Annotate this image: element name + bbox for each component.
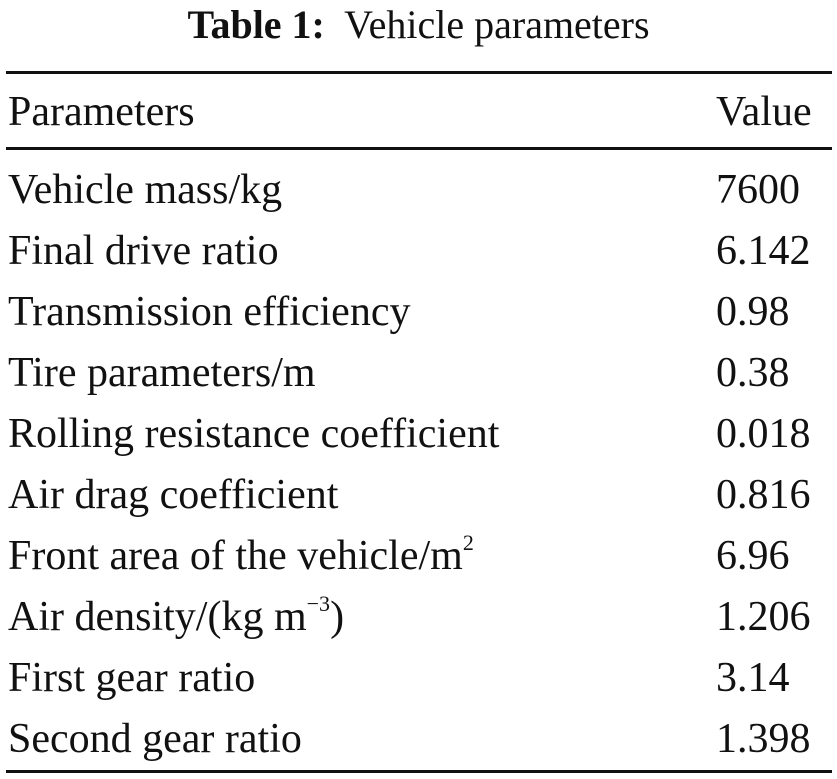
table-row: First gear ratio 3.14 [0,648,837,708]
row-parameter-superscript: 2 [462,530,474,555]
row-parameter: Transmission efficiency [8,289,411,335]
table-row: Vehicle mass/kg 7600 [0,160,837,220]
row-parameter-text: Front area of the vehicle/m [8,533,463,579]
row-parameter: Tire parameters/m [8,350,316,396]
table-row: Rolling resistance coefficient 0.018 [0,404,837,464]
table-caption: Table 1: Vehicle parameters [0,0,837,60]
row-parameter: Vehicle mass/kg [8,167,283,213]
row-value: 6.96 [716,533,790,579]
bottom-rule [6,770,832,773]
header-rule [6,147,832,150]
table-row: Front area of the vehicle/m2 6.96 [0,526,837,586]
row-value: 6.142 [716,228,811,274]
row-parameter: Rolling resistance coefficient [8,411,500,457]
header-value: Value [716,89,812,135]
table-row: Air drag coefficient 0.816 [0,465,837,525]
row-value: 0.816 [716,472,811,518]
row-parameter: Front area of the vehicle/m2 [8,526,474,586]
row-value: 0.38 [716,350,790,396]
row-parameter: Final drive ratio [8,228,279,274]
row-value: 1.206 [716,594,811,640]
table-row: Final drive ratio 6.142 [0,221,837,281]
top-rule [6,71,832,74]
row-value: 0.018 [716,411,811,457]
row-parameter-superscript: −3 [306,591,331,616]
row-value: 0.98 [716,289,790,335]
row-value: 3.14 [716,655,790,701]
header-parameters: Parameters [8,89,195,135]
row-parameter: Air drag coefficient [8,472,339,518]
row-parameter: First gear ratio [8,655,256,701]
row-value: 7600 [716,167,800,213]
row-value: 1.398 [716,716,811,762]
row-parameter: Second gear ratio [8,716,302,762]
table-row: Tire parameters/m 0.38 [0,343,837,403]
caption-title: Vehicle parameters [344,2,650,47]
table-row: Second gear ratio 1.398 [0,709,837,769]
row-parameter-text: Air density/(kg m [8,594,307,640]
table-row: Air density/(kg m−3) 1.206 [0,587,837,647]
caption-label: Table 1: [187,2,325,47]
table-row: Transmission efficiency 0.98 [0,282,837,342]
row-parameter: Air density/(kg m−3) [8,587,344,647]
row-parameter-suffix: ) [330,594,345,640]
table-header-row: Parameters Value [0,82,837,142]
